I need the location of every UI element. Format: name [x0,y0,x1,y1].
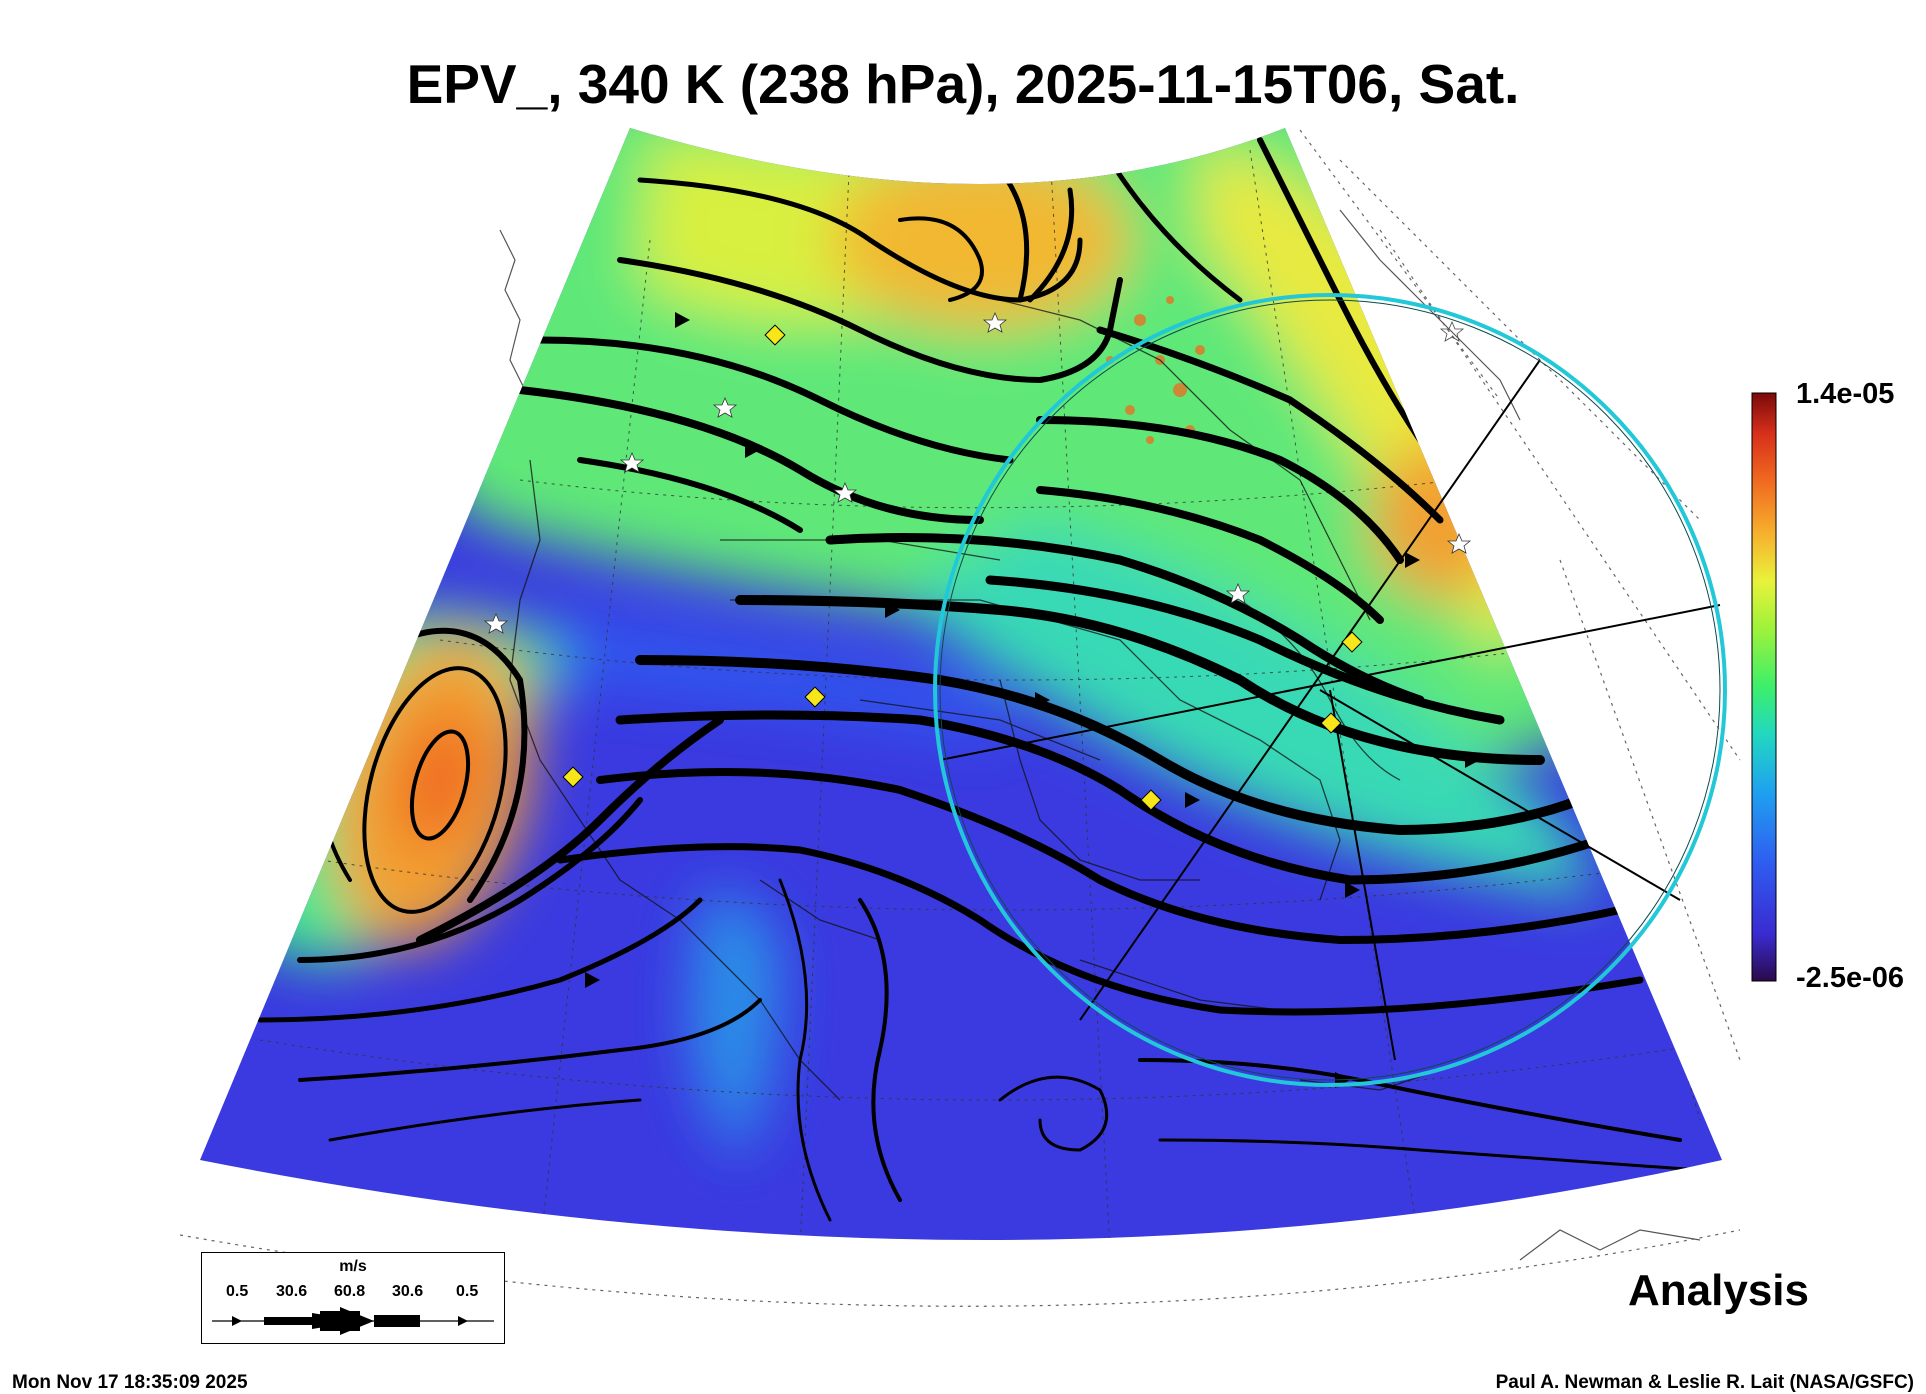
colorbar-min-label: -2.5e-06 [1796,962,1905,994]
legend-arrow [212,1307,494,1335]
timestamp: Mon Nov 17 18:35:09 2025 [12,1372,248,1393]
legend-value: 0.5 [226,1283,249,1300]
outer-graticule [179,129,1741,1307]
pv-field [200,128,1722,1240]
cross-section-lines [939,359,1721,1061]
map-title: EPV_, 340 K (238 hPa), 2025-11-15T06, Sa… [406,53,1520,115]
colorbar [1751,392,1777,982]
station-markers [562,324,1363,811]
legend-value: 60.8 [334,1283,366,1300]
legend-value: 30.6 [392,1283,424,1300]
streamlines [257,137,1702,1222]
legend-value: 0.5 [456,1283,479,1300]
star-markers [483,311,1472,634]
domain-ring [933,293,1727,1087]
colorbar-max-label: 1.4e-05 [1796,378,1895,410]
legend-value: 30.6 [276,1283,308,1300]
outside-coastlines [499,209,1701,1261]
analysis-label: Analysis [1628,1266,1809,1315]
wind-speed-legend: m/s 0.5 30.6 60.8 30.6 0.5 [201,1252,505,1344]
legend-unit: m/s [339,1258,367,1275]
credit-line: Paul A. Newman & Leslie R. Lait (NASA/GS… [1495,1372,1914,1393]
